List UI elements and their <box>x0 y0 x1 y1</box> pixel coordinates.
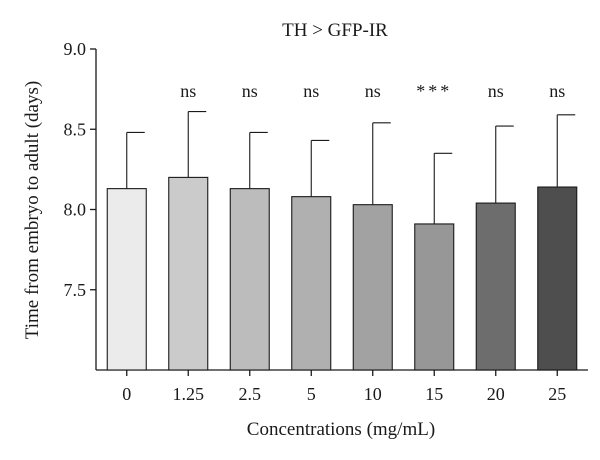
x-tick-label: 5 <box>307 384 316 404</box>
x-tick-label: 20 <box>487 384 505 404</box>
bar <box>352 204 393 371</box>
significance-label: ns <box>303 81 319 101</box>
significance-label: *** <box>416 81 452 101</box>
bar <box>106 188 147 371</box>
bar <box>537 186 578 371</box>
x-tick-label: 25 <box>548 384 566 404</box>
y-tick-label: 7.5 <box>64 280 87 300</box>
significance-label: ns <box>549 81 565 101</box>
x-axis-label: Concentrations (mg/mL) <box>247 419 435 440</box>
significance-label: ns <box>365 81 381 101</box>
significance-label: ns <box>488 81 504 101</box>
bar <box>414 223 455 371</box>
x-tick-label: 1.25 <box>173 384 205 404</box>
y-tick-label: 8.5 <box>64 119 87 139</box>
x-tick-label: 0 <box>122 384 131 404</box>
x-tick-label: 15 <box>425 384 443 404</box>
x-tick-label: 2.5 <box>239 384 262 404</box>
chart-title: TH > GFP-IR <box>282 20 388 41</box>
x-tick-label: 10 <box>364 384 382 404</box>
y-axis-label: Time from embryo to adult (days) <box>22 81 43 339</box>
significance-label: ns <box>180 81 196 101</box>
bar <box>168 176 209 371</box>
significance-label: ns <box>242 81 258 101</box>
plot-area: 7.5 8.0 8.5 9.0 0 1.25 ns 2.5 ns 5 ns 10 ns 15 *** 20 ns… <box>64 39 588 404</box>
y-tick-label: 9.0 <box>64 39 87 59</box>
bar <box>291 196 332 371</box>
bar <box>229 188 270 371</box>
bar <box>475 202 516 371</box>
y-tick-label: 8.0 <box>64 200 87 220</box>
